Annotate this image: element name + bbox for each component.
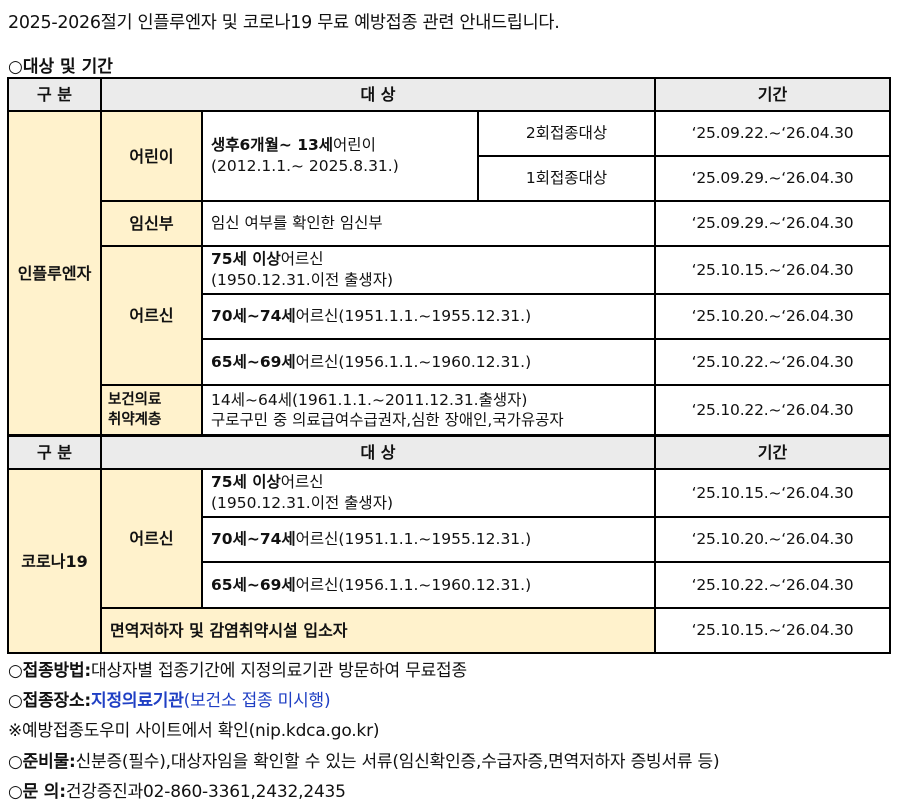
- group-elderly: 어르신: [100, 245, 203, 386]
- flu-elderly-75: 75세 이상어르신 (1950.12.31.이전 출생자): [200, 245, 657, 295]
- contact-text: 건강증진과02-860-3361,2432,2435: [65, 782, 346, 802]
- flu-elderly-65-period: ‘25.10.22.~‘26.04.30: [654, 338, 892, 386]
- covid-elderly-75-age: 75세 이상: [211, 473, 281, 491]
- covid-immuno-period: ‘25.10.15.~‘26.04.30: [654, 607, 892, 654]
- children-range: (2012.1.1.~ 2025.8.31.): [211, 157, 399, 175]
- group-vulnerable: 보건의료 취약계층: [100, 384, 203, 436]
- method-text: 대상자별 접종기간에 지정의료기관 방문하여 무료접종: [91, 661, 467, 681]
- category-covid: 코로나19: [7, 468, 102, 654]
- prep-label: ○준비물:: [8, 752, 76, 772]
- vulnerable-period: ‘25.10.22.~‘26.04.30: [654, 384, 892, 436]
- covid-elderly-75: 75세 이상어르신 (1950.12.31.이전 출생자): [200, 468, 657, 518]
- flu-elderly-70-range: 어르신(1951.1.1.~1955.12.31.): [295, 307, 532, 325]
- prep-line: ○준비물:신분증(필수),대상자임을 확인할 수 있는 서류(임신확인증,수급자…: [8, 747, 720, 772]
- header-period: 기간: [654, 77, 892, 112]
- covid-elderly-70-period: ‘25.10.20.~‘26.04.30: [654, 516, 892, 563]
- pregnant-desc: 임신 여부를 확인한 임신부: [200, 200, 657, 247]
- place-bold: 지정의료기관: [91, 691, 184, 711]
- vulnerable-desc: 14세~64세(1961.1.1.~2011.12.31.출생자) 구로구민 중…: [200, 384, 657, 436]
- method-label: ○접종방법:: [8, 661, 91, 681]
- flu-table: 구 분 대 상 기간 인플루엔자 어린이 생후6개월~ 13세어린이 (2012…: [7, 77, 892, 436]
- covid-elderly-65-period: ‘25.10.22.~‘26.04.30: [654, 561, 892, 609]
- dose1-period: ‘25.09.29.~‘26.04.30: [654, 155, 892, 202]
- flu-elderly-75-period: ‘25.10.15.~‘26.04.30: [654, 245, 892, 295]
- covid-elderly-75-period: ‘25.10.15.~‘26.04.30: [654, 468, 892, 518]
- covid-elderly-70-age: 70세~74세: [211, 530, 296, 548]
- vulnerable-label-2: 취약계층: [108, 412, 162, 428]
- dose1-label: 1회접종대상: [476, 155, 657, 202]
- covid-immuno-label: 면역저하자 및 감염취약시설 입소자: [99, 607, 657, 654]
- vulnerable-line-2: 구로구민 중 의료급여수급권자,심한 장애인,국가유공자: [211, 411, 564, 429]
- covid-group-elderly: 어르신: [100, 468, 203, 609]
- category-flu: 인플루엔자: [7, 110, 102, 436]
- header-division: 구 분: [7, 77, 102, 112]
- flu-elderly-75-age: 75세 이상: [211, 250, 281, 268]
- flu-elderly-65: 65세~69세어르신(1956.1.1.~1960.12.31.): [200, 338, 657, 386]
- children-word: 어린이: [333, 136, 376, 154]
- flu-elderly-75-range: (1950.12.31.이전 출생자): [211, 271, 393, 289]
- note-text: ※예방접종도우미 사이트에서 확인(nip.kdca.go.kr): [8, 721, 380, 741]
- covid-elderly-70: 70세~74세어르신(1951.1.1.~1955.12.31.): [200, 516, 657, 563]
- dose2-label: 2회접종대상: [476, 110, 657, 157]
- method-line: ○접종방법:대상자별 접종기간에 지정의료기관 방문하여 무료접종: [8, 656, 467, 681]
- children-desc: 생후6개월~ 13세어린이 (2012.1.1.~ 2025.8.31.): [201, 110, 479, 202]
- pregnant-period: ‘25.09.29.~‘26.04.30: [654, 200, 892, 247]
- children-age: 생후6개월~ 13세: [211, 136, 334, 154]
- group-pregnant: 임신부: [100, 200, 203, 247]
- header-target: 대 상: [99, 77, 657, 112]
- flu-elderly-70-age: 70세~74세: [211, 307, 296, 325]
- page-title: 2025-2026절기 인플루엔자 및 코로나19 무료 예방접종 관련 안내드…: [8, 13, 560, 33]
- contact-label: ○문 의:: [8, 782, 66, 802]
- vulnerable-label-1: 보건의료: [108, 392, 162, 408]
- flu-elderly-70-period: ‘25.10.20.~‘26.04.30: [654, 293, 892, 340]
- vulnerable-line-1: 14세~64세(1961.1.1.~2011.12.31.출생자): [211, 391, 528, 409]
- dose2-period: ‘25.09.22.~‘26.04.30: [654, 110, 892, 157]
- covid-elderly-65-age: 65세~69세: [211, 575, 296, 594]
- contact-line: ○문 의:건강증진과02-860-3361,2432,2435: [8, 777, 346, 802]
- flu-elderly-65-range: 어르신(1956.1.1.~1960.12.31.): [295, 352, 532, 371]
- covid-table: 구 분 대 상 기간 코로나19 어르신 75세 이상어르신 (1950.12.…: [7, 435, 892, 654]
- place-label: ○접종장소:: [8, 691, 91, 711]
- covid-header-target: 대 상: [99, 435, 657, 470]
- flu-elderly-70: 70세~74세어르신(1951.1.1.~1955.12.31.): [200, 293, 657, 340]
- place-line: ○접종장소:지정의료기관(보건소 접종 미시행): [8, 686, 331, 711]
- flu-elderly-65-age: 65세~69세: [211, 352, 296, 371]
- covid-elderly-75-word: 어르신: [280, 473, 324, 491]
- place-rest: (보건소 접종 미시행): [183, 691, 331, 711]
- covid-elderly-65: 65세~69세어르신(1956.1.1.~1960.12.31.): [200, 561, 657, 609]
- covid-header-division: 구 분: [7, 435, 102, 470]
- note-line[interactable]: ※예방접종도우미 사이트에서 확인(nip.kdca.go.kr): [8, 716, 380, 741]
- group-children: 어린이: [100, 110, 203, 202]
- covid-elderly-65-range: 어르신(1956.1.1.~1960.12.31.): [295, 575, 532, 594]
- prep-text: 신분증(필수),대상자임을 확인할 수 있는 서류(임신확인증,수급자증,면역저…: [75, 752, 720, 772]
- covid-elderly-70-range: 어르신(1951.1.1.~1955.12.31.): [295, 530, 532, 548]
- section-title: ○대상 및 기간: [8, 57, 113, 77]
- covid-header-period: 기간: [654, 435, 892, 470]
- flu-elderly-75-word: 어르신: [280, 250, 324, 268]
- covid-elderly-75-range: (1950.12.31.이전 출생자): [211, 494, 393, 512]
